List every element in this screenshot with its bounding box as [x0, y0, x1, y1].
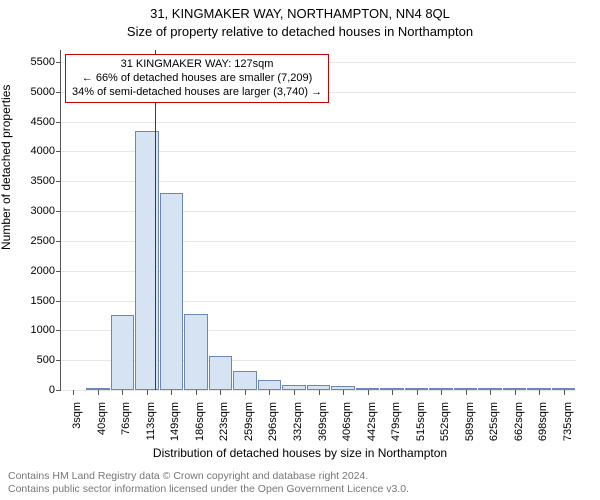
x-tick — [220, 390, 221, 395]
x-tick — [515, 390, 516, 395]
annotation-line: 31 KINGMAKER WAY: 127sqm — [72, 58, 322, 72]
y-tick — [56, 330, 61, 331]
x-tick-label: 259sqm — [243, 402, 255, 441]
histogram-bar — [527, 388, 551, 390]
x-tick-label: 589sqm — [464, 402, 476, 441]
y-tick — [56, 181, 61, 182]
x-tick — [122, 390, 123, 395]
y-tick — [56, 390, 61, 391]
attribution-footer: Contains HM Land Registry data © Crown c… — [8, 470, 409, 496]
x-tick — [196, 390, 197, 395]
histogram-bar — [258, 380, 282, 390]
histogram-bar — [209, 356, 233, 390]
x-tick — [368, 390, 369, 395]
x-tick — [171, 390, 172, 395]
histogram-bar — [307, 385, 331, 390]
x-tick-label: 625sqm — [488, 402, 500, 441]
x-tick — [490, 390, 491, 395]
y-tick-label: 1500 — [31, 295, 55, 307]
x-tick — [343, 390, 344, 395]
y-tick-label: 2500 — [31, 235, 55, 247]
x-tick — [417, 390, 418, 395]
x-tick-label: 406sqm — [341, 402, 353, 441]
x-tick — [539, 390, 540, 395]
y-tick-label: 3000 — [31, 205, 55, 217]
x-tick — [245, 390, 246, 395]
x-tick-label: 698sqm — [537, 402, 549, 441]
x-tick-label: 149sqm — [169, 402, 181, 441]
chart-title: Size of property relative to detached ho… — [0, 24, 600, 39]
y-tick — [56, 360, 61, 361]
x-tick-label: 479sqm — [390, 402, 402, 441]
y-tick-label: 4500 — [31, 116, 55, 128]
x-tick — [441, 390, 442, 395]
x-tick — [564, 390, 565, 395]
histogram-bar — [380, 388, 404, 390]
y-tick-label: 0 — [49, 384, 55, 396]
y-tick-label: 5500 — [31, 56, 55, 68]
histogram-bar — [478, 388, 502, 390]
annotation-line: 34% of semi-detached houses are larger (… — [72, 86, 322, 100]
histogram-bar — [552, 388, 576, 390]
histogram-bar — [405, 388, 429, 390]
histogram-bar — [331, 386, 355, 390]
y-tick-label: 500 — [37, 354, 55, 366]
x-tick-label: 3sqm — [71, 402, 83, 429]
x-tick-label: 735sqm — [562, 402, 574, 441]
y-tick-label: 2000 — [31, 265, 55, 277]
annotation-box: 31 KINGMAKER WAY: 127sqm← 66% of detache… — [65, 54, 329, 103]
histogram-bar — [233, 371, 257, 390]
y-axis-label: Number of detached properties — [0, 85, 13, 250]
chart-container: 31, KINGMAKER WAY, NORTHAMPTON, NN4 8QL … — [0, 0, 600, 500]
y-tick — [56, 92, 61, 93]
x-tick — [319, 390, 320, 395]
y-tick — [56, 211, 61, 212]
x-tick — [466, 390, 467, 395]
x-tick — [294, 390, 295, 395]
y-tick — [56, 271, 61, 272]
y-tick-label: 4000 — [31, 145, 55, 157]
histogram-bar — [454, 388, 478, 390]
plot-area: 0500100015002000250030003500400045005000… — [60, 50, 576, 391]
histogram-bar — [503, 388, 527, 390]
x-tick-label: 515sqm — [415, 402, 427, 441]
y-tick-label: 3500 — [31, 175, 55, 187]
x-tick-label: 186sqm — [194, 402, 206, 441]
y-tick — [56, 241, 61, 242]
y-tick-label: 5000 — [31, 86, 55, 98]
y-tick — [56, 122, 61, 123]
histogram-bar — [86, 388, 110, 390]
footer-line-2: Contains public sector information licen… — [8, 483, 409, 496]
y-tick — [56, 301, 61, 302]
histogram-bar — [184, 314, 208, 390]
x-axis-label: Distribution of detached houses by size … — [0, 446, 600, 460]
x-tick — [98, 390, 99, 395]
x-tick — [147, 390, 148, 395]
x-tick-label: 223sqm — [218, 402, 230, 441]
x-tick-label: 442sqm — [366, 402, 378, 441]
histogram-bar — [160, 193, 184, 390]
y-tick — [56, 151, 61, 152]
histogram-bar — [429, 388, 453, 390]
x-tick-label: 369sqm — [317, 402, 329, 441]
x-tick-label: 40sqm — [96, 402, 108, 435]
x-tick-label: 332sqm — [292, 402, 304, 441]
histogram-bar — [111, 315, 135, 390]
histogram-bar — [356, 388, 380, 390]
x-tick-label: 662sqm — [513, 402, 525, 441]
chart-supertitle: 31, KINGMAKER WAY, NORTHAMPTON, NN4 8QL — [0, 6, 600, 21]
x-tick — [392, 390, 393, 395]
x-tick-label: 552sqm — [439, 402, 451, 441]
x-tick — [269, 390, 270, 395]
x-tick-label: 76sqm — [120, 402, 132, 435]
histogram-bar — [282, 385, 306, 390]
x-tick-label: 113sqm — [145, 402, 157, 440]
footer-line-1: Contains HM Land Registry data © Crown c… — [8, 470, 409, 483]
y-tick-label: 1000 — [31, 324, 55, 336]
x-tick — [73, 390, 74, 395]
y-tick — [56, 62, 61, 63]
x-tick-label: 296sqm — [267, 402, 279, 441]
gridline — [61, 122, 576, 123]
annotation-line: ← 66% of detached houses are smaller (7,… — [72, 72, 322, 86]
